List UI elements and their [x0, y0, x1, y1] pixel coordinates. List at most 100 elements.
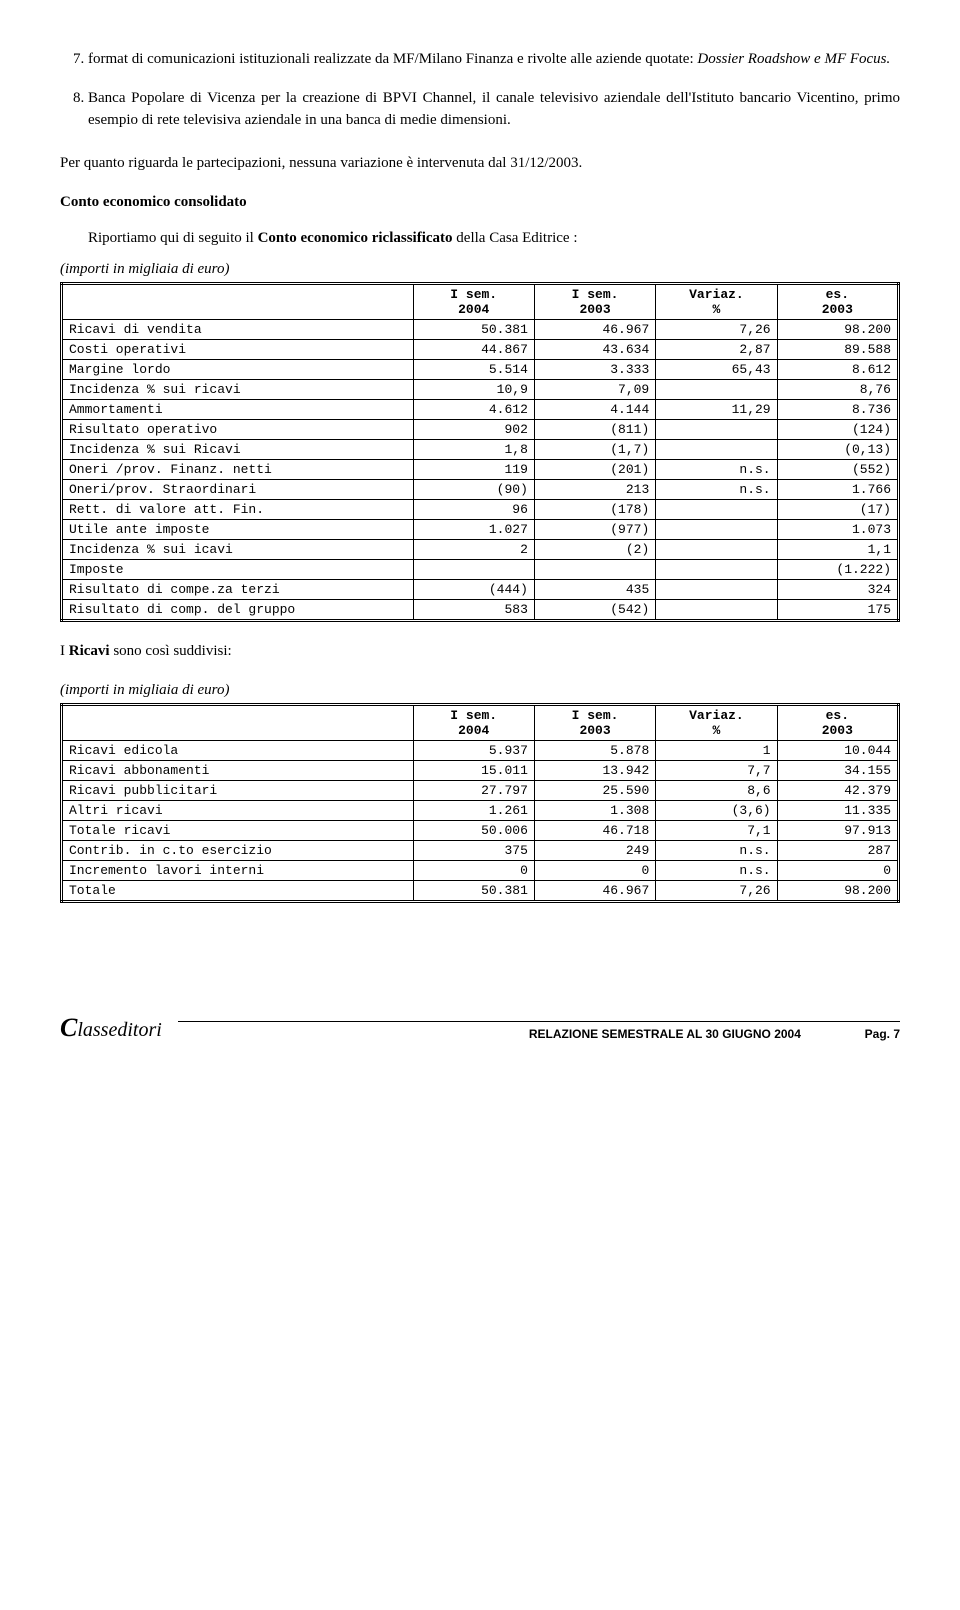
cell-value: 15.011 — [413, 761, 534, 781]
cell-value: 5.878 — [534, 741, 655, 761]
cell-value: 435 — [534, 580, 655, 600]
cell-value: 2 — [413, 540, 534, 560]
ricavi-intro: I Ricavi sono così suddivisi: — [60, 640, 900, 663]
cell-value: 10,9 — [413, 380, 534, 400]
cell-value: 324 — [777, 580, 898, 600]
cell-value: 11,29 — [656, 400, 777, 420]
ricavi-pre: I — [60, 643, 69, 659]
cell-value: 7,26 — [656, 320, 777, 340]
cell-value: 98.200 — [777, 881, 898, 902]
cell-value: (201) — [534, 460, 655, 480]
cell-value: 11.335 — [777, 801, 898, 821]
list-item: Banca Popolare di Vicenza per la creazio… — [88, 87, 900, 132]
page-footer: Classeditori RELAZIONE SEMESTRALE AL 30 … — [60, 1013, 900, 1043]
col-header: I sem.2004 — [413, 705, 534, 741]
cell-value: (552) — [777, 460, 898, 480]
table-row: Incidenza % sui Ricavi1,8(1,7)(0,13) — [62, 440, 899, 460]
table-row: Ricavi di vendita50.38146.9677,2698.200 — [62, 320, 899, 340]
row-label: Risultato di compe.za terzi — [62, 580, 414, 600]
table-row: Incidenza % sui ricavi10,97,098,76 — [62, 380, 899, 400]
cell-value: 34.155 — [777, 761, 898, 781]
row-label: Oneri /prov. Finanz. netti — [62, 460, 414, 480]
cell-value: 97.913 — [777, 821, 898, 841]
table-row: Imposte(1.222) — [62, 560, 899, 580]
cell-value: 50.006 — [413, 821, 534, 841]
cell-value: (124) — [777, 420, 898, 440]
row-label: Incidenza % sui icavi — [62, 540, 414, 560]
row-label: Incidenza % sui ricavi — [62, 380, 414, 400]
table-row: Incidenza % sui icavi2(2)1,1 — [62, 540, 899, 560]
table-row: Risultato operativo902(811)(124) — [62, 420, 899, 440]
table-row: Risultato di compe.za terzi(444)435324 — [62, 580, 899, 600]
cell-value: 375 — [413, 841, 534, 861]
cell-value: 4.612 — [413, 400, 534, 420]
cell-value: 8.736 — [777, 400, 898, 420]
cell-value: (178) — [534, 500, 655, 520]
cell-value: 7,26 — [656, 881, 777, 902]
intro-bold: Conto economico riclassificato — [258, 230, 453, 246]
cell-value: (17) — [777, 500, 898, 520]
cell-value: 0 — [534, 861, 655, 881]
table-row: Oneri/prov. Straordinari(90)213n.s.1.766 — [62, 480, 899, 500]
cell-value: 902 — [413, 420, 534, 440]
intro-pre: Riportiamo qui di seguito il — [88, 230, 258, 246]
cell-value — [656, 560, 777, 580]
cell-value: 1.073 — [777, 520, 898, 540]
row-label: Contrib. in c.to esercizio — [62, 841, 414, 861]
ricavi-bold: Ricavi — [69, 643, 110, 659]
row-label: Incremento lavori interni — [62, 861, 414, 881]
cell-value: 1,1 — [777, 540, 898, 560]
cell-value — [656, 600, 777, 621]
cell-value: 2,87 — [656, 340, 777, 360]
cell-value: 25.590 — [534, 781, 655, 801]
table-row: Totale50.38146.9677,2698.200 — [62, 881, 899, 902]
table-row: Altri ricavi1.2611.308(3,6)11.335 — [62, 801, 899, 821]
cell-value: 1 — [656, 741, 777, 761]
row-label: Ricavi di vendita — [62, 320, 414, 340]
cell-value: 8.612 — [777, 360, 898, 380]
logo: Classeditori — [60, 1013, 162, 1043]
table-caption: (importi in migliaia di euro) — [60, 258, 900, 281]
cell-value — [534, 560, 655, 580]
col-header: I sem.2003 — [534, 705, 655, 741]
list-text: Banca Popolare di Vicenza per la creazio… — [88, 90, 900, 129]
list-text: format di comunicazioni istituzionali re… — [88, 51, 697, 67]
cell-value: (1,7) — [534, 440, 655, 460]
cell-value: n.s. — [656, 480, 777, 500]
cell-value: 249 — [534, 841, 655, 861]
col-header — [62, 705, 414, 741]
row-label: Oneri/prov. Straordinari — [62, 480, 414, 500]
cell-value: n.s. — [656, 861, 777, 881]
cell-value: (977) — [534, 520, 655, 540]
table-row: Risultato di comp. del gruppo583(542)175 — [62, 600, 899, 621]
cell-value: 96 — [413, 500, 534, 520]
cell-value: n.s. — [656, 841, 777, 861]
cell-value: 42.379 — [777, 781, 898, 801]
cell-value: 65,43 — [656, 360, 777, 380]
cell-value — [656, 420, 777, 440]
cell-value: 50.381 — [413, 881, 534, 902]
cell-value: 43.634 — [534, 340, 655, 360]
table-row: Costi operativi44.86743.6342,8789.588 — [62, 340, 899, 360]
cell-value: 1,8 — [413, 440, 534, 460]
cell-value — [413, 560, 534, 580]
row-label: Ricavi pubblicitari — [62, 781, 414, 801]
cell-value: 89.588 — [777, 340, 898, 360]
row-label: Rett. di valore att. Fin. — [62, 500, 414, 520]
row-label: Imposte — [62, 560, 414, 580]
col-header: I sem.2004 — [413, 284, 534, 320]
table-row: Contrib. in c.to esercizio375249n.s.287 — [62, 841, 899, 861]
ricavi-table: I sem.2004I sem.2003Variaz.%es.2003Ricav… — [60, 703, 900, 903]
cell-value — [656, 540, 777, 560]
cell-value — [656, 440, 777, 460]
cell-value: 1.308 — [534, 801, 655, 821]
col-header: I sem.2003 — [534, 284, 655, 320]
cell-value: 7,7 — [656, 761, 777, 781]
conto-economico-table: I sem.2004I sem.2003Variaz.%es.2003Ricav… — [60, 282, 900, 622]
row-label: Totale ricavi — [62, 821, 414, 841]
table-row: Margine lordo5.5143.33365,438.612 — [62, 360, 899, 380]
cell-value — [656, 520, 777, 540]
cell-value: 5.514 — [413, 360, 534, 380]
section-title: Conto economico consolidato — [60, 194, 900, 211]
cell-value: 7,09 — [534, 380, 655, 400]
